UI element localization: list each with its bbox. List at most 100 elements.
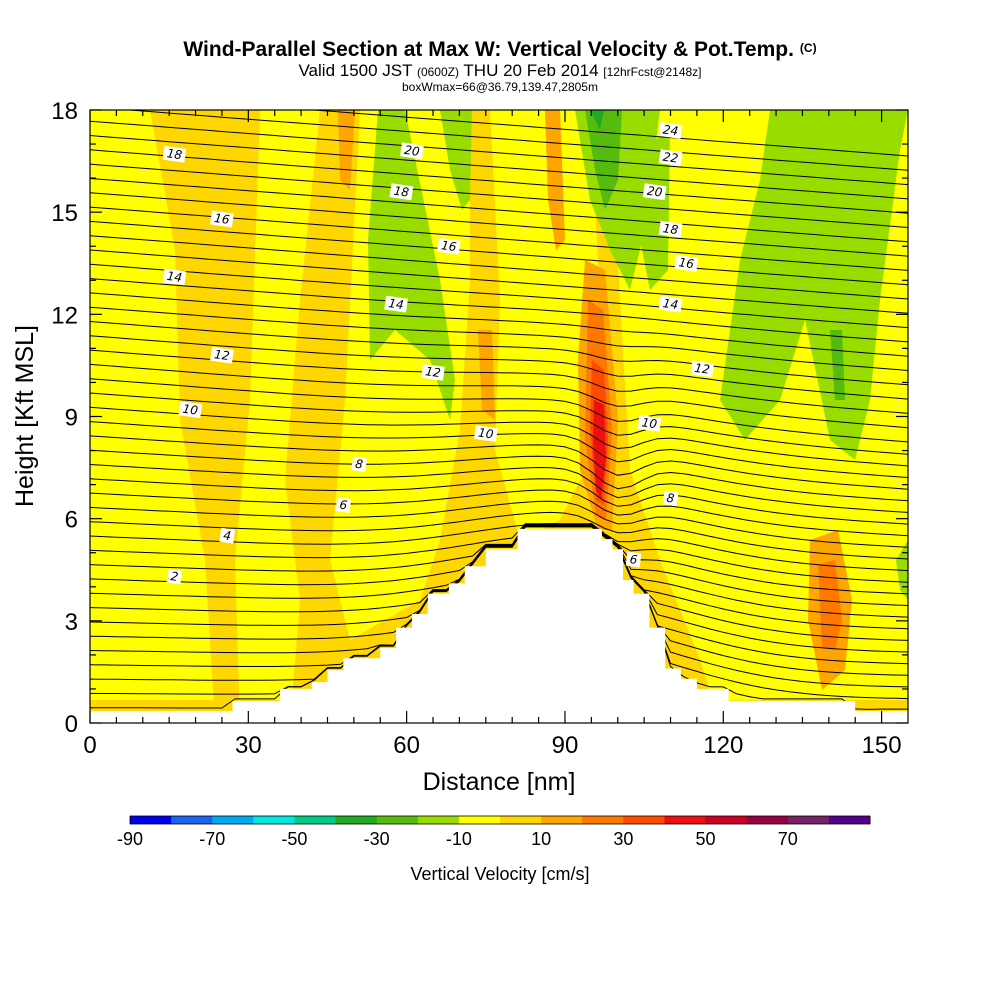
contour-label-bg (384, 295, 408, 313)
theta-contour-line (90, 500, 908, 548)
plot-area: 2468101012121414161618182024222018161412… (90, 110, 908, 723)
theta-contour-line (122, 110, 908, 171)
y-tick-label: 3 (65, 609, 78, 636)
colorbar-swatch (705, 816, 748, 824)
velocity-region-updraft-strong (818, 560, 842, 650)
colorbar-swatch (664, 816, 707, 824)
colorbar-tick-label: -30 (364, 829, 390, 849)
contour-label: 18 (166, 146, 183, 162)
contour-label-bg (637, 414, 662, 432)
contour-label: 14 (662, 296, 679, 312)
contour-label-bg (658, 220, 683, 238)
theta-contour-line (90, 321, 908, 386)
theta-contours (90, 110, 908, 710)
contour-label-bg (162, 145, 187, 163)
theta-contour-line (90, 263, 908, 329)
y-tick-label: 12 (51, 302, 78, 329)
theta-contour-line (90, 478, 908, 525)
colorbar-frame (129, 815, 871, 825)
colorbar-swatch (335, 816, 378, 824)
y-axis: 0 3 6 9 12 15 18 (51, 98, 908, 738)
colorbar-swatch (500, 816, 542, 824)
theta-contour-line (90, 523, 908, 583)
contour-label-bg (335, 497, 352, 513)
theta-contour-line (90, 511, 908, 560)
colorbar-tick-label: 70 (778, 829, 798, 849)
theta-contour-line (307, 110, 908, 157)
contour-label: 2 (170, 569, 180, 584)
contour-label-bg (658, 295, 683, 313)
forecast-info: [12hrFcst@2148z] (603, 65, 702, 79)
theta-contour-line (90, 278, 908, 343)
theta-contour-line (90, 135, 908, 200)
contour-label-bg (421, 363, 445, 381)
y-tick-label: 0 (65, 711, 78, 738)
contour-label-bg (473, 425, 498, 442)
box-info: boxWmax=66@36.79,139.47,2805m (402, 80, 598, 94)
theta-contour-line (90, 378, 908, 443)
chart-title: Wind-Parallel Section at Max W: Vertical… (0, 36, 1000, 62)
valid-date: THU 20 Feb 2014 (463, 61, 599, 80)
valid-utc: (0600Z) (416, 65, 459, 79)
x-tick-label: 60 (393, 732, 420, 759)
x-tick-label: 30 (235, 732, 262, 759)
chart-title-tag: (C) (799, 41, 817, 55)
contour-label: 18 (393, 184, 410, 200)
contour-label: 20 (403, 143, 420, 159)
velocity-region-downdraft-core (590, 110, 604, 130)
colorbar-tick-label: -70 (199, 829, 225, 849)
x-tick-label: 120 (703, 732, 743, 759)
theta-contour-line (90, 249, 908, 314)
contour-label: 20 (646, 184, 663, 200)
contour-label: 10 (182, 402, 199, 418)
theta-contour-line (90, 435, 908, 490)
contour-label-bg (658, 149, 683, 167)
valid-prefix: Valid 1500 JST (298, 61, 413, 80)
contour-label-bg (351, 456, 368, 473)
contour-label: 8 (666, 491, 676, 506)
y-tick-label: 9 (65, 405, 78, 432)
theta-contour-line (90, 120, 908, 186)
colorbar-swatch (253, 816, 295, 824)
theta-contour-line (90, 149, 908, 214)
theta-contour-line (90, 363, 908, 429)
colorbar-title: Vertical Velocity [cm/s] (410, 864, 589, 884)
colorbar-tick-label: 30 (613, 829, 633, 849)
x-tick-label: 0 (83, 732, 96, 759)
colorbar-tick-label: 10 (531, 829, 551, 849)
velocity-region-downdraft-strong (585, 110, 622, 210)
contour-label-bg (389, 183, 414, 201)
colorbar-swatch (171, 816, 213, 824)
contour-label-bg (625, 551, 642, 568)
y-axis-title: Height [Kft MSL] (11, 325, 39, 507)
contour-label-bg (166, 568, 183, 585)
x-axis: 0 30 60 90 120 150 (83, 110, 902, 759)
theta-contour-line (90, 449, 908, 502)
colorbar-swatch (787, 816, 830, 824)
valid-time-line: Valid 1500 JST (0600Z) THU 20 Feb 2014 [… (0, 62, 1000, 81)
colorbar-tick-label: 50 (696, 829, 716, 849)
theta-contour-line (90, 292, 908, 357)
contour-label-bg (642, 183, 667, 201)
contour-label: 12 (694, 361, 711, 377)
velocity-region-weak (90, 110, 215, 723)
contour-label-bg (436, 237, 461, 255)
theta-contour-line (90, 306, 908, 371)
theta-contour-labels: 2468101012121414161618182024222018161412… (162, 121, 715, 585)
theta-contour-line (90, 523, 908, 595)
colorbar-tick-label: -10 (446, 829, 472, 849)
colorbar-swatch (582, 816, 624, 824)
colorbar-swatch (623, 816, 665, 824)
chart-title-text: Wind-Parallel Section at Max W: Vertical… (183, 38, 794, 61)
contour-label: 24 (662, 122, 679, 138)
theta-contour-line (90, 178, 908, 243)
colorbar-tick-label: -50 (281, 829, 307, 849)
contour-label: 14 (166, 269, 183, 285)
contour-label: 6 (629, 552, 639, 567)
theta-contour-line (90, 406, 908, 467)
y-tick-label: 15 (51, 200, 78, 227)
theta-contour-line (90, 464, 908, 513)
theta-contour-line (90, 421, 908, 478)
colorbar: -90 -70 -50 -30 -10 10 30 50 70 (117, 815, 871, 849)
